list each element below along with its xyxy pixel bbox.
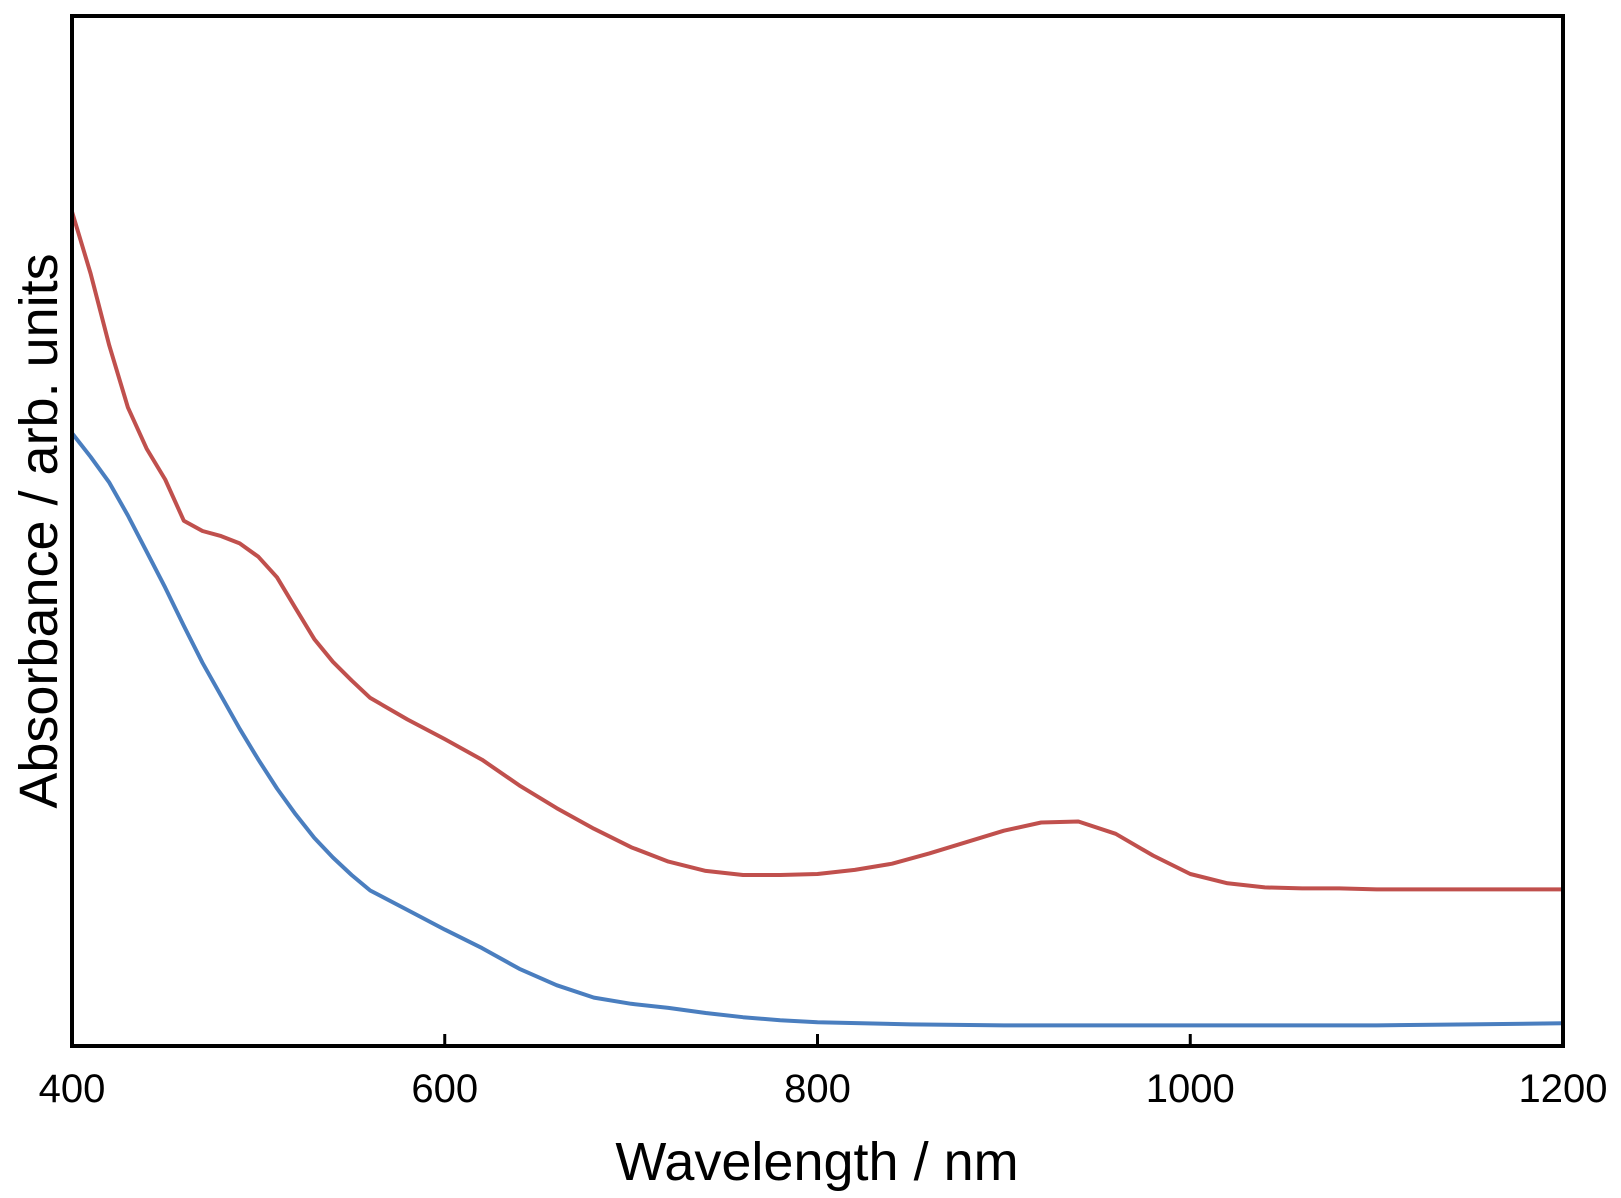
x-tick-label-1: 400: [39, 1067, 106, 1111]
tick-layer: 400 600 800 1000 1200: [39, 1034, 1608, 1111]
x-tick-label-5: 1200: [1519, 1067, 1608, 1111]
series-line-2: [70, 431, 1564, 1028]
x-tick-label-3: 800: [784, 1067, 851, 1111]
y-axis-title: Absorbance / arb. units: [9, 253, 69, 808]
series-layer: [70, 211, 1564, 1028]
x-tick-label-2: 600: [411, 1067, 478, 1111]
x-axis-title: Wavelength / nm: [615, 1132, 1018, 1192]
x-tick-label-4: 1000: [1146, 1067, 1235, 1111]
series-line-1: [70, 211, 1563, 892]
